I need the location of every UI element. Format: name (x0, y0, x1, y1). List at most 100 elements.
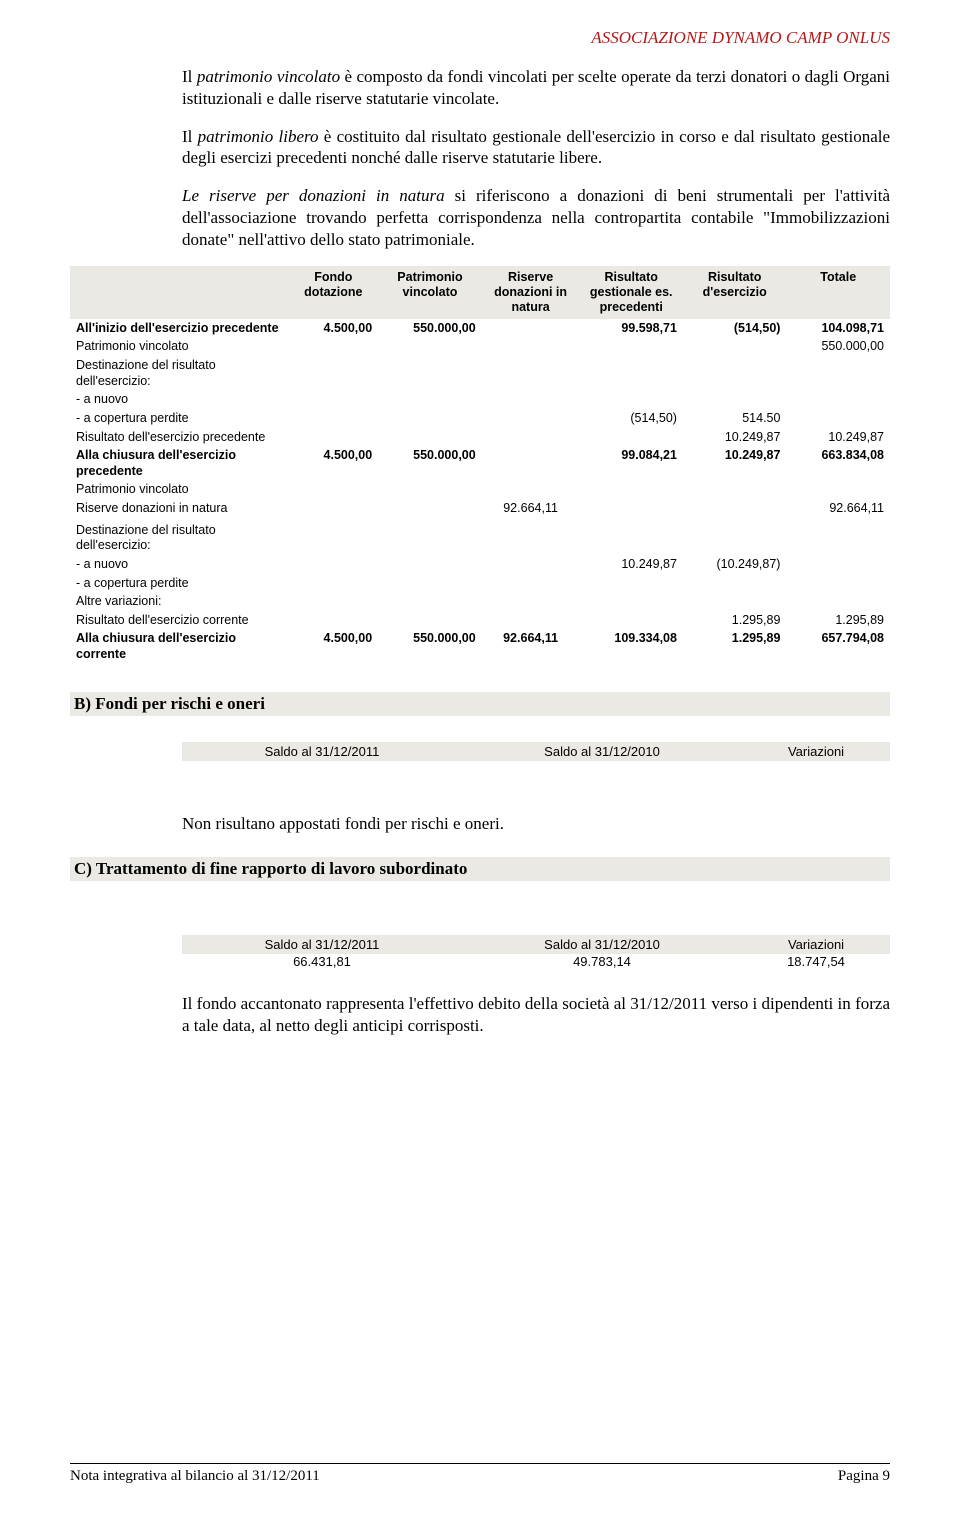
table-cell: Alla chiusura dell'esercizio precedente (70, 447, 289, 481)
table-cell (378, 555, 482, 574)
table-cell: 10.249,87 (786, 428, 890, 447)
table-cell: 514.50 (683, 409, 787, 428)
table-cell (378, 500, 482, 519)
col-fondo: Fondo dotazione (289, 266, 379, 319)
table-row: - a nuovo10.249,87(10.249,87) (70, 555, 890, 574)
table-cell (579, 357, 683, 391)
table-cell: 550.000,00 (786, 338, 890, 357)
table-cell: 92.664,11 (482, 500, 580, 519)
table-cell: 92.664,11 (482, 630, 580, 664)
table-row: Alla chiusura dell'esercizio precedente4… (70, 447, 890, 481)
table-cell (289, 409, 379, 428)
table-cell: (10.249,87) (683, 555, 787, 574)
table-cell (683, 391, 787, 410)
table-cell (378, 611, 482, 630)
table-cell: - a copertura perdite (70, 409, 289, 428)
section-b-text: Non risultano appostati fondi per rischi… (182, 813, 890, 835)
table-cell (378, 391, 482, 410)
table-cell (786, 574, 890, 593)
table-cell: 99.598,71 (579, 319, 683, 338)
table-cell (378, 338, 482, 357)
table-cell (482, 428, 580, 447)
table-cell: Patrimonio vincolato (70, 338, 289, 357)
table-cell (786, 481, 890, 500)
table-cell (683, 574, 787, 593)
table-cell (289, 555, 379, 574)
table-cell (378, 428, 482, 447)
table-cell: 10.249,87 (683, 447, 787, 481)
p1b: patrimonio vincolato (197, 67, 340, 86)
table-cell (683, 357, 787, 391)
table-cell (786, 357, 890, 391)
table-cell: Riserve donazioni in natura (70, 500, 289, 519)
table-cell: 99.084,21 (579, 447, 683, 481)
table-row: Risultato dell'esercizio corrente 1.295,8… (70, 611, 890, 630)
patrimonio-movements-table: Fondo dotazione Patrimonio vincolato Ris… (70, 266, 890, 664)
table-cell (579, 391, 683, 410)
table-row: Alla chiusura dell'esercizio corrente4.5… (70, 630, 890, 664)
table-row: All'inizio dell'esercizio precedente4.50… (70, 319, 890, 338)
table-cell (786, 555, 890, 574)
table-cell: 550.000,00 (378, 630, 482, 664)
table-cell: Altre variazioni: (70, 593, 289, 612)
table-cell: Risultato dell'esercizio corrente (70, 611, 289, 630)
section-b-saldo-header: Saldo al 31/12/2011 Saldo al 31/12/2010 … (182, 742, 890, 761)
table-cell (378, 357, 482, 391)
table-cell (683, 481, 787, 500)
table-cell: 104.098,71 (786, 319, 890, 338)
variazioni-val: 18.747,54 (742, 954, 890, 969)
table-cell (289, 391, 379, 410)
table-cell (378, 521, 482, 555)
table-cell (289, 481, 379, 500)
table-cell (683, 593, 787, 612)
para-riserve-donazioni: Le riserve per donazioni in natura si ri… (182, 185, 890, 250)
table-cell (378, 409, 482, 428)
table-cell (378, 574, 482, 593)
table-cell (289, 574, 379, 593)
table-cell (482, 338, 580, 357)
col-risultato-prec: Risultato gestionale es. precedenti (579, 266, 683, 319)
table-cell (289, 611, 379, 630)
p2b: patrimonio libero (198, 127, 319, 146)
table-row: - a copertura perdite (514,50)514.50 (70, 409, 890, 428)
table-cell: - a nuovo (70, 391, 289, 410)
section-c-saldo-header: Saldo al 31/12/2011 Saldo al 31/12/2010 … (182, 935, 890, 954)
table-cell: 1.295,89 (786, 611, 890, 630)
table-cell (482, 409, 580, 428)
table-row: - a nuovo (70, 391, 890, 410)
table-cell (482, 593, 580, 612)
table-cell: 4.500,00 (289, 630, 379, 664)
p2a: Il (182, 127, 198, 146)
table-cell: 4.500,00 (289, 319, 379, 338)
table-header-row: Fondo dotazione Patrimonio vincolato Ris… (70, 266, 890, 319)
table-cell (579, 574, 683, 593)
section-c-saldo-values: 66.431,81 49.783,14 18.747,54 (182, 954, 890, 969)
table-cell (579, 521, 683, 555)
col-patr-vinc: Patrimonio vincolato (378, 266, 482, 319)
saldo-2011-label-c: Saldo al 31/12/2011 (182, 937, 462, 952)
table-cell (289, 521, 379, 555)
table-row: - a copertura perdite (70, 574, 890, 593)
table-cell (786, 391, 890, 410)
table-cell: - a nuovo (70, 555, 289, 574)
table-cell (579, 338, 683, 357)
p1a: Il (182, 67, 197, 86)
table-cell: 10.249,87 (683, 428, 787, 447)
table-cell: (514,50) (579, 409, 683, 428)
table-cell (482, 555, 580, 574)
table-cell (482, 391, 580, 410)
table-cell (378, 481, 482, 500)
table-cell (482, 574, 580, 593)
variazioni-label-c: Variazioni (742, 937, 890, 952)
table-cell: Destinazione del risultato dell'esercizi… (70, 357, 289, 391)
table-cell (289, 338, 379, 357)
table-cell: Alla chiusura dell'esercizio corrente (70, 630, 289, 664)
section-b-title: B) Fondi per rischi e oneri (70, 692, 890, 716)
table-cell (482, 481, 580, 500)
saldo-2011-val: 66.431,81 (182, 954, 462, 969)
org-header: ASSOCIAZIONE DYNAMO CAMP ONLUS (70, 28, 890, 48)
table-cell (289, 357, 379, 391)
footer-left: Nota integrativa al bilancio al 31/12/20… (70, 1468, 320, 1485)
table-cell (683, 338, 787, 357)
table-cell: 663.834,08 (786, 447, 890, 481)
